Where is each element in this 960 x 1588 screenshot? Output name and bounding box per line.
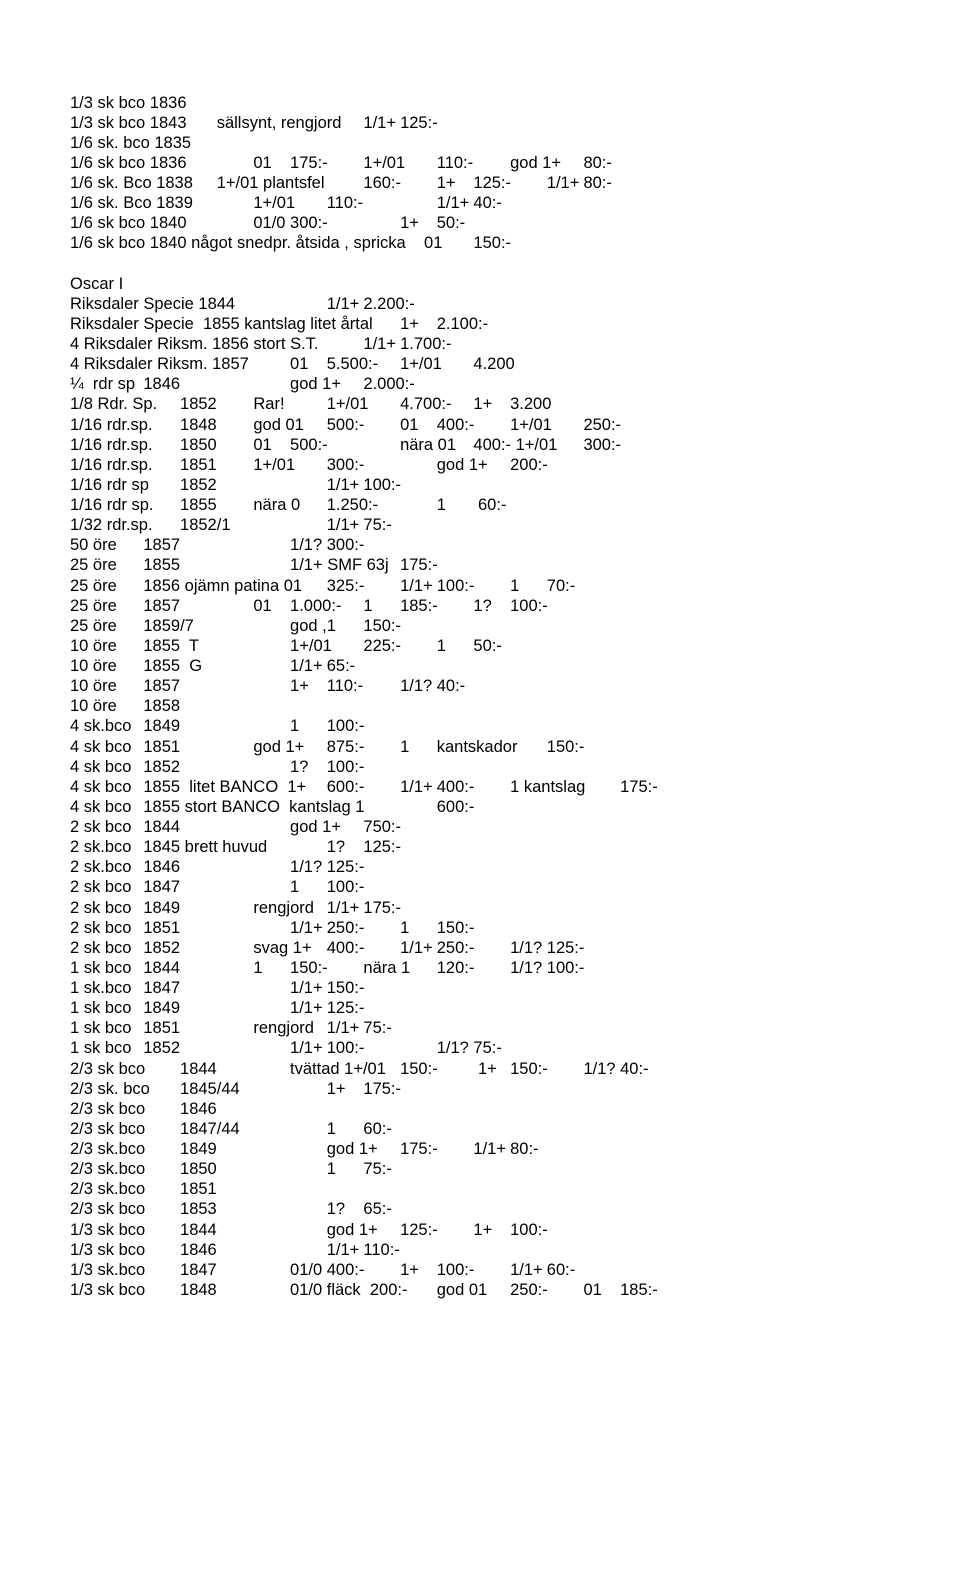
text-line: 4 Riksdaler Riksm. 1856 stort S.T. 1/1+ … — [70, 334, 960, 354]
text-line: 1 sk bco 1851 rengjord 1/1+ 75:- — [70, 1018, 960, 1038]
text-line: 2/3 sk.bco 1849 god 1+ 175:- 1/1+ 80:- — [70, 1139, 960, 1159]
text-line: 2/3 sk.bco 1850 1 75:- — [70, 1159, 960, 1179]
text-line: 1/16 rdr.sp. 1851 1+/01 300:- god 1+ 200… — [70, 455, 960, 475]
text-line: Oscar I — [70, 274, 960, 294]
text-line: 10 öre 1857 1+ 110:- 1/1? 40:- — [70, 676, 960, 696]
text-line: 1/6 sk bco 1840 01/0 300:- 1+ 50:- — [70, 213, 960, 233]
text-line: 1/16 rdr sp 1852 1/1+ 100:- — [70, 475, 960, 495]
text-line: 2 sk.bco 1845 brett huvud 1? 125:- — [70, 837, 960, 857]
text-line: 1/3 sk.bco 1847 01/0 400:- 1+ 100:- 1/1+… — [70, 1260, 960, 1280]
text-line: 1/3 sk bco 1843 sällsynt, rengjord 1/1+ … — [70, 113, 960, 133]
text-line: Riksdaler Specie 1844 1/1+ 2.200:- — [70, 294, 960, 314]
text-line: 1 sk bco 1849 1/1+ 125:- — [70, 998, 960, 1018]
text-line: 2/3 sk. bco 1845/44 1+ 175:- — [70, 1079, 960, 1099]
document-body: 1/3 sk bco 18361/3 sk bco 1843 sällsynt,… — [70, 93, 960, 1301]
text-line: Riksdaler Specie 1855 kantslag litet årt… — [70, 314, 960, 334]
text-line: 1/8 Rdr. Sp. 1852 Rar! 1+/01 4.700:- 1+ … — [70, 394, 960, 414]
text-line: 10 öre 1855 T 1+/01 225:- 1 50:- — [70, 636, 960, 656]
text-line: 1 sk.bco 1847 1/1+ 150:- — [70, 978, 960, 998]
text-line: 50 öre 1857 1/1? 300:- — [70, 535, 960, 555]
text-line: 25 öre 1855 1/1+ SMF 63j 175:- — [70, 555, 960, 575]
text-line: 1/16 rdr.sp. 1850 01 500:- nära 01 400:-… — [70, 435, 960, 455]
text-line: 2/3 sk bco 1853 1? 65:- — [70, 1199, 960, 1219]
text-line: 1/3 sk bco 1846 1/1+ 110:- — [70, 1240, 960, 1260]
text-line: 1/16 rdr sp. 1855 nära 0 1.250:- 1 60:- — [70, 495, 960, 515]
text-line: 2 sk bco 1852 svag 1+ 400:- 1/1+ 250:- 1… — [70, 938, 960, 958]
text-line: 4 sk.bco 1849 1 100:- — [70, 716, 960, 736]
text-line: 4 sk bco 1855 stort BANCO kantslag 1 600… — [70, 797, 960, 817]
text-line: 2 sk bco 1851 1/1+ 250:- 1 150:- — [70, 918, 960, 938]
text-line: 25 öre 1856 ojämn patina 01 325:- 1/1+ 1… — [70, 576, 960, 596]
text-line: 1/6 sk bco 1840 något snedpr. åtsida , s… — [70, 233, 960, 253]
text-line: 1/3 sk bco 1844 god 1+ 125:- 1+ 100:- — [70, 1220, 960, 1240]
text-line: 2 sk.bco 1846 1/1? 125:- — [70, 857, 960, 877]
text-line: 2/3 sk bco 1846 — [70, 1099, 960, 1119]
text-line: 2/3 sk.bco 1851 — [70, 1179, 960, 1199]
text-line: 25 öre 1859/7 god ,1 150:- — [70, 616, 960, 636]
text-line: 1/6 sk. Bco 1839 1+/01 110:- 1/1+ 40:- — [70, 193, 960, 213]
text-line: 2 sk bco 1847 1 100:- — [70, 877, 960, 897]
text-line: 1/3 sk bco 1836 — [70, 93, 960, 113]
text-line: 1/32 rdr.sp. 1852/1 1/1+ 75:- — [70, 515, 960, 535]
text-line: ¼ rdr sp 1846 god 1+ 2.000:- — [70, 374, 960, 394]
text-line: 1/16 rdr.sp. 1848 god 01 500:- 01 400:- … — [70, 415, 960, 435]
text-line: 10 öre 1855 G 1/1+ 65:- — [70, 656, 960, 676]
text-line: 4 sk bco 1852 1? 100:- — [70, 757, 960, 777]
text-line: 4 sk bco 1851 god 1+ 875:- 1 kantskador … — [70, 737, 960, 757]
text-line: 4 sk bco 1855 litet BANCO 1+ 600:- 1/1+ … — [70, 777, 960, 797]
text-line — [70, 254, 960, 274]
text-line: 1/6 sk bco 1836 01 175:- 1+/01 110:- god… — [70, 153, 960, 173]
text-line: 1/3 sk bco 1848 01/0 fläck 200:- god 01 … — [70, 1280, 960, 1300]
text-line: 2 sk bco 1844 god 1+ 750:- — [70, 817, 960, 837]
text-line: 1/6 sk. Bco 1838 1+/01 plantsfel 160:- 1… — [70, 173, 960, 193]
text-line: 1 sk bco 1852 1/1+ 100:- 1/1? 75:- — [70, 1038, 960, 1058]
text-line: 2/3 sk bco 1844 tvättad 1+/01 150:- 1+ 1… — [70, 1059, 960, 1079]
text-line: 10 öre 1858 — [70, 696, 960, 716]
text-line: 1/6 sk. bco 1835 — [70, 133, 960, 153]
text-line: 2 sk bco 1849 rengjord 1/1+ 175:- — [70, 898, 960, 918]
text-line: 4 Riksdaler Riksm. 1857 01 5.500:- 1+/01… — [70, 354, 960, 374]
text-line: 25 öre 1857 01 1.000:- 1 185:- 1? 100:- — [70, 596, 960, 616]
text-line: 2/3 sk bco 1847/44 1 60:- — [70, 1119, 960, 1139]
text-line: 1 sk bco 1844 1 150:- nära 1 120:- 1/1? … — [70, 958, 960, 978]
